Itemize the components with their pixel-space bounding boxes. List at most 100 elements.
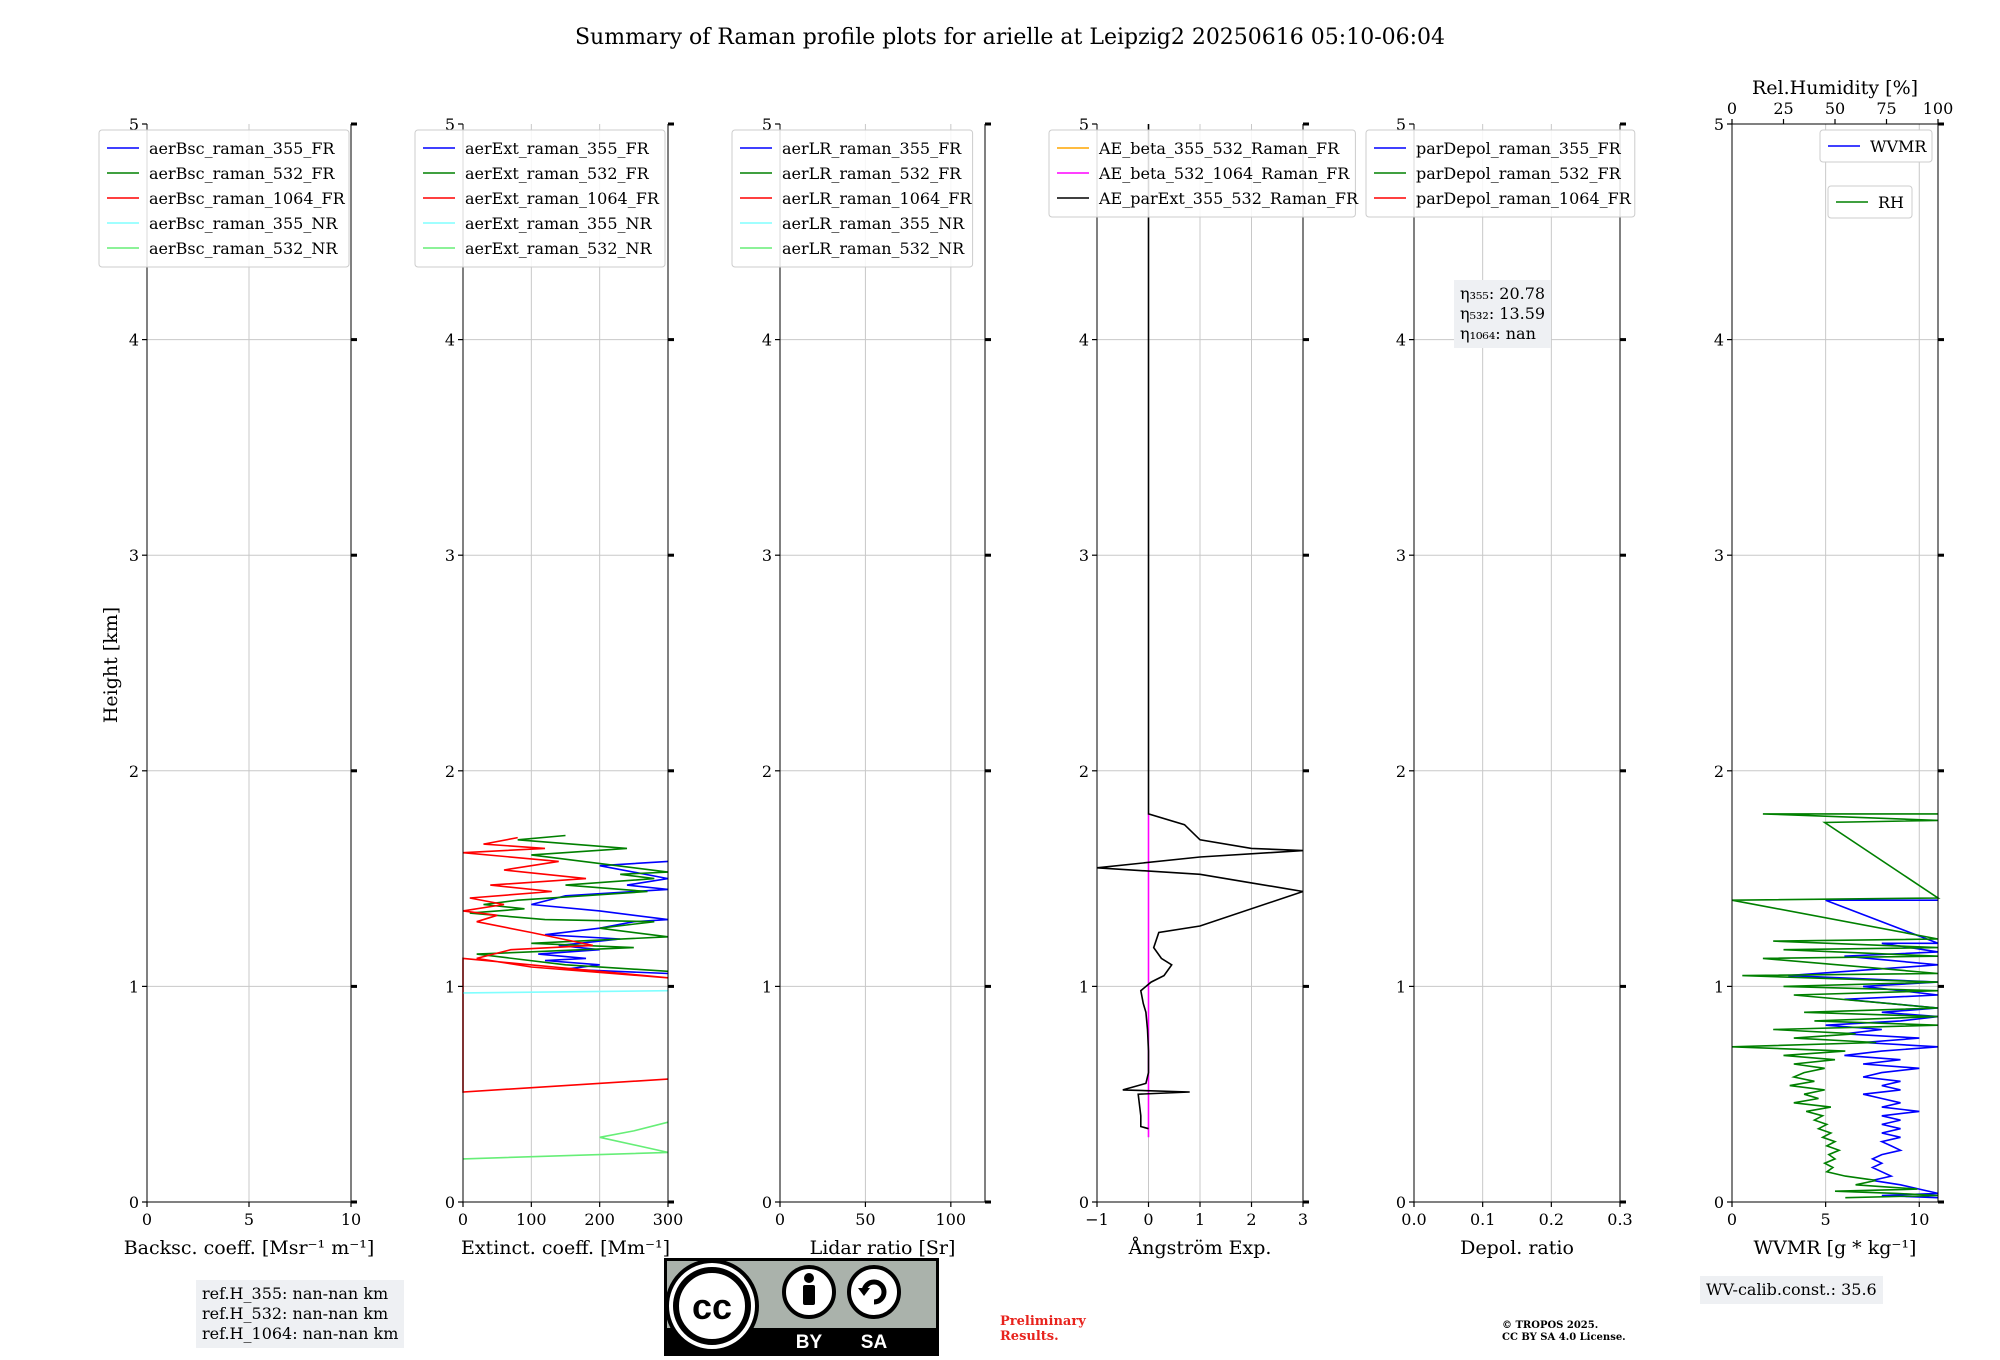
- y-tick-label: 1: [445, 977, 455, 996]
- legend-label-aerLR_raman_1064_FR: aerLR_raman_1064_FR: [782, 189, 972, 208]
- y-tick-label: 5: [1714, 115, 1724, 134]
- legend-box: [731, 129, 974, 268]
- y-tick-label: 0: [445, 1193, 455, 1212]
- y-tick-label: 5: [762, 115, 772, 134]
- eta-532-text: η₅₃₂: 13.59: [1460, 304, 1546, 323]
- preliminary-results-note: Preliminary Results.: [1000, 1314, 1086, 1344]
- x-tick-label: 0.0: [1401, 1210, 1426, 1229]
- x-tick-label: 10: [341, 1210, 361, 1229]
- x-axis-label: Backsc. coeff. [Msr⁻¹ m⁻¹]: [124, 1237, 375, 1259]
- legend-label-parDepol_raman_532_FR: parDepol_raman_532_FR: [1416, 164, 1622, 183]
- shared-y-axis-label: Height [km]: [100, 607, 122, 723]
- sa-arrow-head: [858, 1288, 870, 1296]
- cc-by-sa-license-badge: cc BY SA: [664, 1258, 939, 1356]
- x-tick-label: 100: [516, 1210, 547, 1229]
- y-tick-label: 3: [1079, 546, 1089, 565]
- figure-title: Summary of Raman profile plots for ariel…: [575, 25, 1445, 50]
- x-tick-label: 0: [142, 1210, 152, 1229]
- y-tick-label: 2: [1396, 762, 1406, 781]
- x-axis-label: Depol. ratio: [1460, 1237, 1574, 1259]
- y-tick-label: 2: [445, 762, 455, 781]
- legend-label-aerBsc_raman_532_FR: aerBsc_raman_532_FR: [149, 164, 335, 183]
- y-tick-label: 4: [1396, 331, 1406, 350]
- y-tick-label: 2: [762, 762, 772, 781]
- legend-label-AE_parExt_355_532_Raman_FR: AE_parExt_355_532_Raman_FR: [1098, 189, 1359, 208]
- legend-label-aerBsc_raman_1064_FR: aerBsc_raman_1064_FR: [149, 189, 346, 208]
- legend-label-aerBsc_raman_355_NR: aerBsc_raman_355_NR: [149, 214, 338, 233]
- y-tick-label: 4: [762, 331, 772, 350]
- x-tick-label: 0.3: [1607, 1210, 1632, 1229]
- x-axis-label: Lidar ratio [Sr]: [810, 1237, 956, 1259]
- x-tick-label: 2: [1246, 1210, 1256, 1229]
- legend-label-aerLR_raman_532_NR: aerLR_raman_532_NR: [782, 239, 965, 258]
- legend-box: [98, 129, 350, 268]
- y-tick-label: 5: [445, 115, 455, 134]
- ref-h-355-text: ref.H_355: nan-nan km: [202, 1284, 389, 1303]
- legend-label-parDepol_raman_355_FR: parDepol_raman_355_FR: [1416, 139, 1622, 158]
- y-tick-label: 2: [129, 762, 139, 781]
- legend-label-aerExt_raman_355_NR: aerExt_raman_355_NR: [465, 214, 653, 233]
- legend-label-aerBsc_raman_355_FR: aerBsc_raman_355_FR: [149, 139, 335, 158]
- copyright-note: © TROPOS 2025. CC BY SA 4.0 License.: [1502, 1320, 1626, 1344]
- x-tick-label: 100: [936, 1210, 967, 1229]
- series-line-WVMR: [1788, 899, 1939, 1199]
- x-axis-label: Extinct. coeff. [Mm⁻¹]: [461, 1237, 670, 1259]
- sa-label: SA: [861, 1332, 888, 1353]
- series-line-RH: [1731, 813, 1941, 1199]
- x-tick-label: 5: [1821, 1210, 1831, 1229]
- by-person-body: [803, 1285, 815, 1305]
- x-tick-label: 0.2: [1539, 1210, 1564, 1229]
- x-tick-label: −1: [1085, 1210, 1109, 1229]
- y-tick-label: 3: [445, 546, 455, 565]
- y-tick-label: 4: [1079, 331, 1089, 350]
- y-tick-label: 3: [129, 546, 139, 565]
- legend-box-rh: [1827, 185, 1913, 219]
- eta-355-text: η₃₅₅: 20.78: [1460, 284, 1546, 303]
- x-tick-label: 3: [1298, 1210, 1308, 1229]
- wv-calibration-box: WV-calib.const.: 35.6: [1700, 1276, 1883, 1304]
- legend-box: [1048, 129, 1356, 218]
- legend-box: [414, 129, 666, 268]
- y-tick-label: 1: [762, 977, 772, 996]
- top-x-tick-label: 75: [1876, 99, 1896, 118]
- y-tick-label: 5: [1396, 115, 1406, 134]
- legend-label-aerExt_raman_532_FR: aerExt_raman_532_FR: [465, 164, 650, 183]
- y-tick-label: 0: [1396, 1193, 1406, 1212]
- cc-icon: [673, 1267, 751, 1345]
- x-axis-label: Ångström Exp.: [1128, 1237, 1272, 1259]
- ref-h-532-text: ref.H_532: nan-nan km: [202, 1304, 389, 1323]
- y-tick-label: 3: [1396, 546, 1406, 565]
- top-x-tick-label: 0: [1727, 99, 1737, 118]
- reference-height-box: ref.H_355: nan-nan km ref.H_532: nan-nan…: [196, 1280, 405, 1348]
- x-tick-label: 0: [458, 1210, 468, 1229]
- x-tick-label: 0: [1727, 1210, 1737, 1229]
- by-label: BY: [796, 1332, 823, 1353]
- y-tick-label: 1: [1396, 977, 1406, 996]
- legend-label-aerLR_raman_532_FR: aerLR_raman_532_FR: [782, 164, 962, 183]
- y-tick-label: 3: [762, 546, 772, 565]
- depol-eta-annotation: η₃₅₅: 20.78 η₅₃₂: 13.59 η₁₀₆₄: nan: [1454, 280, 1552, 348]
- x-tick-label: 0.1: [1470, 1210, 1495, 1229]
- x-tick-label: 300: [653, 1210, 684, 1229]
- ref-h-1064-text: ref.H_1064: nan-nan km: [202, 1324, 399, 1343]
- y-tick-label: 4: [1714, 331, 1724, 350]
- y-tick-label: 2: [1714, 762, 1724, 781]
- legend-label-aerExt_raman_532_NR: aerExt_raman_532_NR: [465, 239, 653, 258]
- y-tick-label: 5: [129, 115, 139, 134]
- copyright-line-2: CC BY SA 4.0 License.: [1502, 1332, 1626, 1343]
- legend-label-aerBsc_raman_532_NR: aerBsc_raman_532_NR: [149, 239, 338, 258]
- top-x-tick-label: 100: [1923, 99, 1954, 118]
- legend-label-aerExt_raman_1064_FR: aerExt_raman_1064_FR: [465, 189, 660, 208]
- y-tick-label: 3: [1714, 546, 1724, 565]
- legend-label-aerExt_raman_355_FR: aerExt_raman_355_FR: [465, 139, 650, 158]
- series-line-aerExt_raman_355_NR: [462, 989, 669, 994]
- x-tick-label: 0: [1143, 1210, 1153, 1229]
- by-person-head: [804, 1273, 814, 1283]
- panel-depol: 0 1 2 3 4 5 0.0 0.1 0.2 0.3 Depol. ratio parDepol_r…: [1365, 115, 1636, 1259]
- y-tick-label: 0: [129, 1193, 139, 1212]
- x-axis-label: WVMR [g * kg⁻¹]: [1754, 1237, 1917, 1259]
